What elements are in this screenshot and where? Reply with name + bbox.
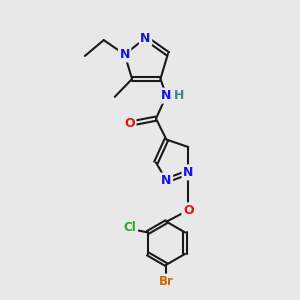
Text: Cl: Cl	[123, 220, 136, 233]
Text: N: N	[119, 48, 130, 61]
Text: N: N	[140, 32, 151, 44]
Text: H: H	[174, 88, 184, 102]
Text: N: N	[160, 89, 171, 102]
Text: N: N	[161, 174, 172, 187]
Text: Br: Br	[159, 275, 174, 288]
Text: O: O	[124, 117, 135, 130]
Text: O: O	[183, 204, 194, 217]
Text: N: N	[183, 166, 194, 179]
